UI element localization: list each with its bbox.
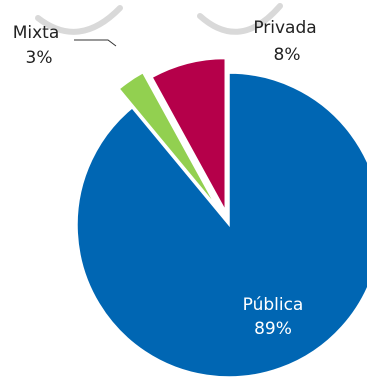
slice-label-publica-value: 89% [254,319,292,339]
pie-slice-mixta [118,71,217,207]
pie-slices [76,57,367,378]
slice-label-mixta-name: Mixta [13,23,60,43]
leader-line-mixta [74,39,117,47]
slice-label-mixta-value: 3% [26,48,53,68]
slice-label-privada-name: Privada [253,18,316,38]
leader-lines [74,39,117,47]
pie-slice-privada [151,57,227,211]
watermark-arc-1 [197,3,283,35]
slice-labels: Pública 89% Mixta 3% Privada 8% [13,18,317,339]
watermark-arcs [35,3,283,35]
watermark-arc-0 [35,5,123,35]
slice-label-publica-name: Pública [243,295,304,315]
pie-slice-publica [76,72,367,378]
slice-label-privada-value: 8% [274,45,301,65]
